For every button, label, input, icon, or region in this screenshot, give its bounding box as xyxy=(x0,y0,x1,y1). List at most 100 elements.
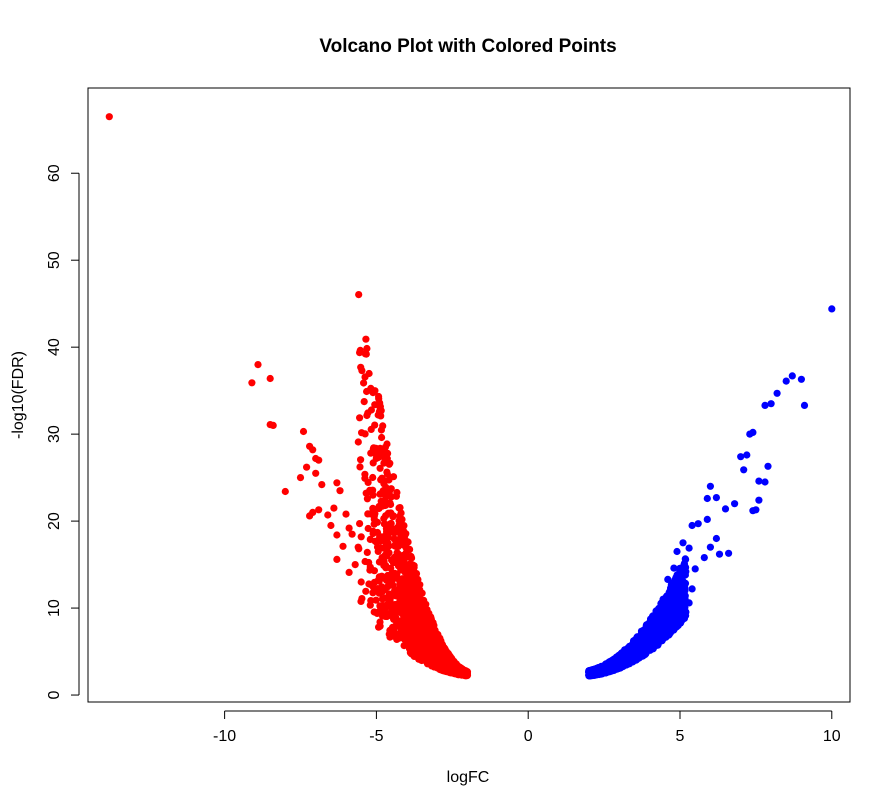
data-point xyxy=(406,598,415,606)
data-point xyxy=(682,608,690,616)
data-point xyxy=(376,618,384,626)
data-point xyxy=(800,401,809,409)
data-point xyxy=(755,477,763,485)
data-point xyxy=(426,650,434,659)
data-point xyxy=(376,490,384,498)
data-point xyxy=(385,590,393,598)
data-point xyxy=(378,433,386,442)
data-point xyxy=(342,510,350,518)
data-point xyxy=(383,528,391,536)
data-point xyxy=(254,361,262,369)
data-point xyxy=(363,495,371,503)
data-point xyxy=(396,504,404,512)
data-point xyxy=(392,592,400,600)
data-point xyxy=(369,389,377,397)
data-point xyxy=(377,537,385,545)
data-point xyxy=(773,389,781,397)
data-point xyxy=(355,291,363,299)
data-point xyxy=(380,553,388,562)
data-point xyxy=(386,499,394,507)
data-point xyxy=(354,438,362,446)
data-point xyxy=(351,561,359,569)
data-point xyxy=(725,549,733,557)
data-point xyxy=(412,587,421,595)
data-point xyxy=(384,577,392,585)
data-point xyxy=(673,619,681,627)
data-point xyxy=(361,430,369,438)
data-point xyxy=(624,646,633,654)
data-point xyxy=(396,557,404,565)
data-point xyxy=(652,639,660,647)
data-point xyxy=(367,425,375,433)
x-tick-label: 5 xyxy=(676,728,685,745)
data-point xyxy=(360,398,368,406)
data-point xyxy=(670,564,678,572)
data-point xyxy=(703,494,711,503)
data-point xyxy=(369,459,377,467)
data-point xyxy=(752,506,760,514)
data-point xyxy=(663,619,672,627)
data-point xyxy=(364,510,372,518)
data-point xyxy=(417,617,425,626)
data-point xyxy=(700,554,708,562)
y-tick-label: 40 xyxy=(46,338,63,356)
data-point xyxy=(797,375,806,383)
data-point xyxy=(400,522,408,530)
y-axis-label: -log10(FDR) xyxy=(10,351,27,439)
data-point xyxy=(364,409,372,417)
data-point xyxy=(362,350,370,358)
data-point xyxy=(458,670,466,678)
data-point xyxy=(378,572,386,580)
data-point xyxy=(589,667,597,675)
data-point xyxy=(369,583,377,591)
data-point xyxy=(664,575,672,584)
data-point xyxy=(384,539,392,547)
y-tick-label: 30 xyxy=(46,425,63,443)
data-point xyxy=(369,473,377,482)
data-point xyxy=(387,485,395,493)
data-point xyxy=(412,571,420,580)
data-point xyxy=(664,614,672,622)
data-point xyxy=(389,473,398,481)
data-point xyxy=(633,653,641,662)
data-point xyxy=(384,583,392,591)
data-point xyxy=(370,512,378,520)
data-point xyxy=(315,506,323,514)
data-point xyxy=(372,444,380,452)
data-point xyxy=(652,632,660,641)
data-point xyxy=(614,661,622,669)
data-point xyxy=(333,531,341,539)
data-point xyxy=(376,402,384,410)
data-point xyxy=(356,520,364,528)
data-point xyxy=(673,547,681,556)
data-point xyxy=(408,609,416,617)
data-point xyxy=(694,520,702,528)
data-point xyxy=(382,512,390,520)
data-point xyxy=(688,521,696,530)
data-point xyxy=(364,478,372,486)
data-point xyxy=(399,551,407,560)
data-point xyxy=(401,585,409,593)
chart-title: Volcano Plot with Colored Points xyxy=(319,36,616,57)
data-point xyxy=(828,305,836,313)
data-point xyxy=(631,639,639,647)
data-point xyxy=(362,335,370,343)
data-point xyxy=(357,533,365,541)
data-point xyxy=(404,634,412,642)
data-point xyxy=(357,597,365,606)
data-points xyxy=(105,113,836,680)
data-point xyxy=(324,511,332,519)
data-point xyxy=(379,544,387,552)
data-point xyxy=(396,580,404,588)
data-point xyxy=(435,642,443,650)
data-point xyxy=(685,544,693,552)
data-point xyxy=(706,482,715,490)
x-tick-label: -5 xyxy=(369,728,383,745)
data-point xyxy=(333,479,341,487)
data-point xyxy=(373,543,382,551)
data-point xyxy=(671,576,679,584)
data-point xyxy=(436,648,445,656)
data-point xyxy=(407,649,415,657)
data-point xyxy=(397,509,405,517)
data-point xyxy=(248,379,256,387)
